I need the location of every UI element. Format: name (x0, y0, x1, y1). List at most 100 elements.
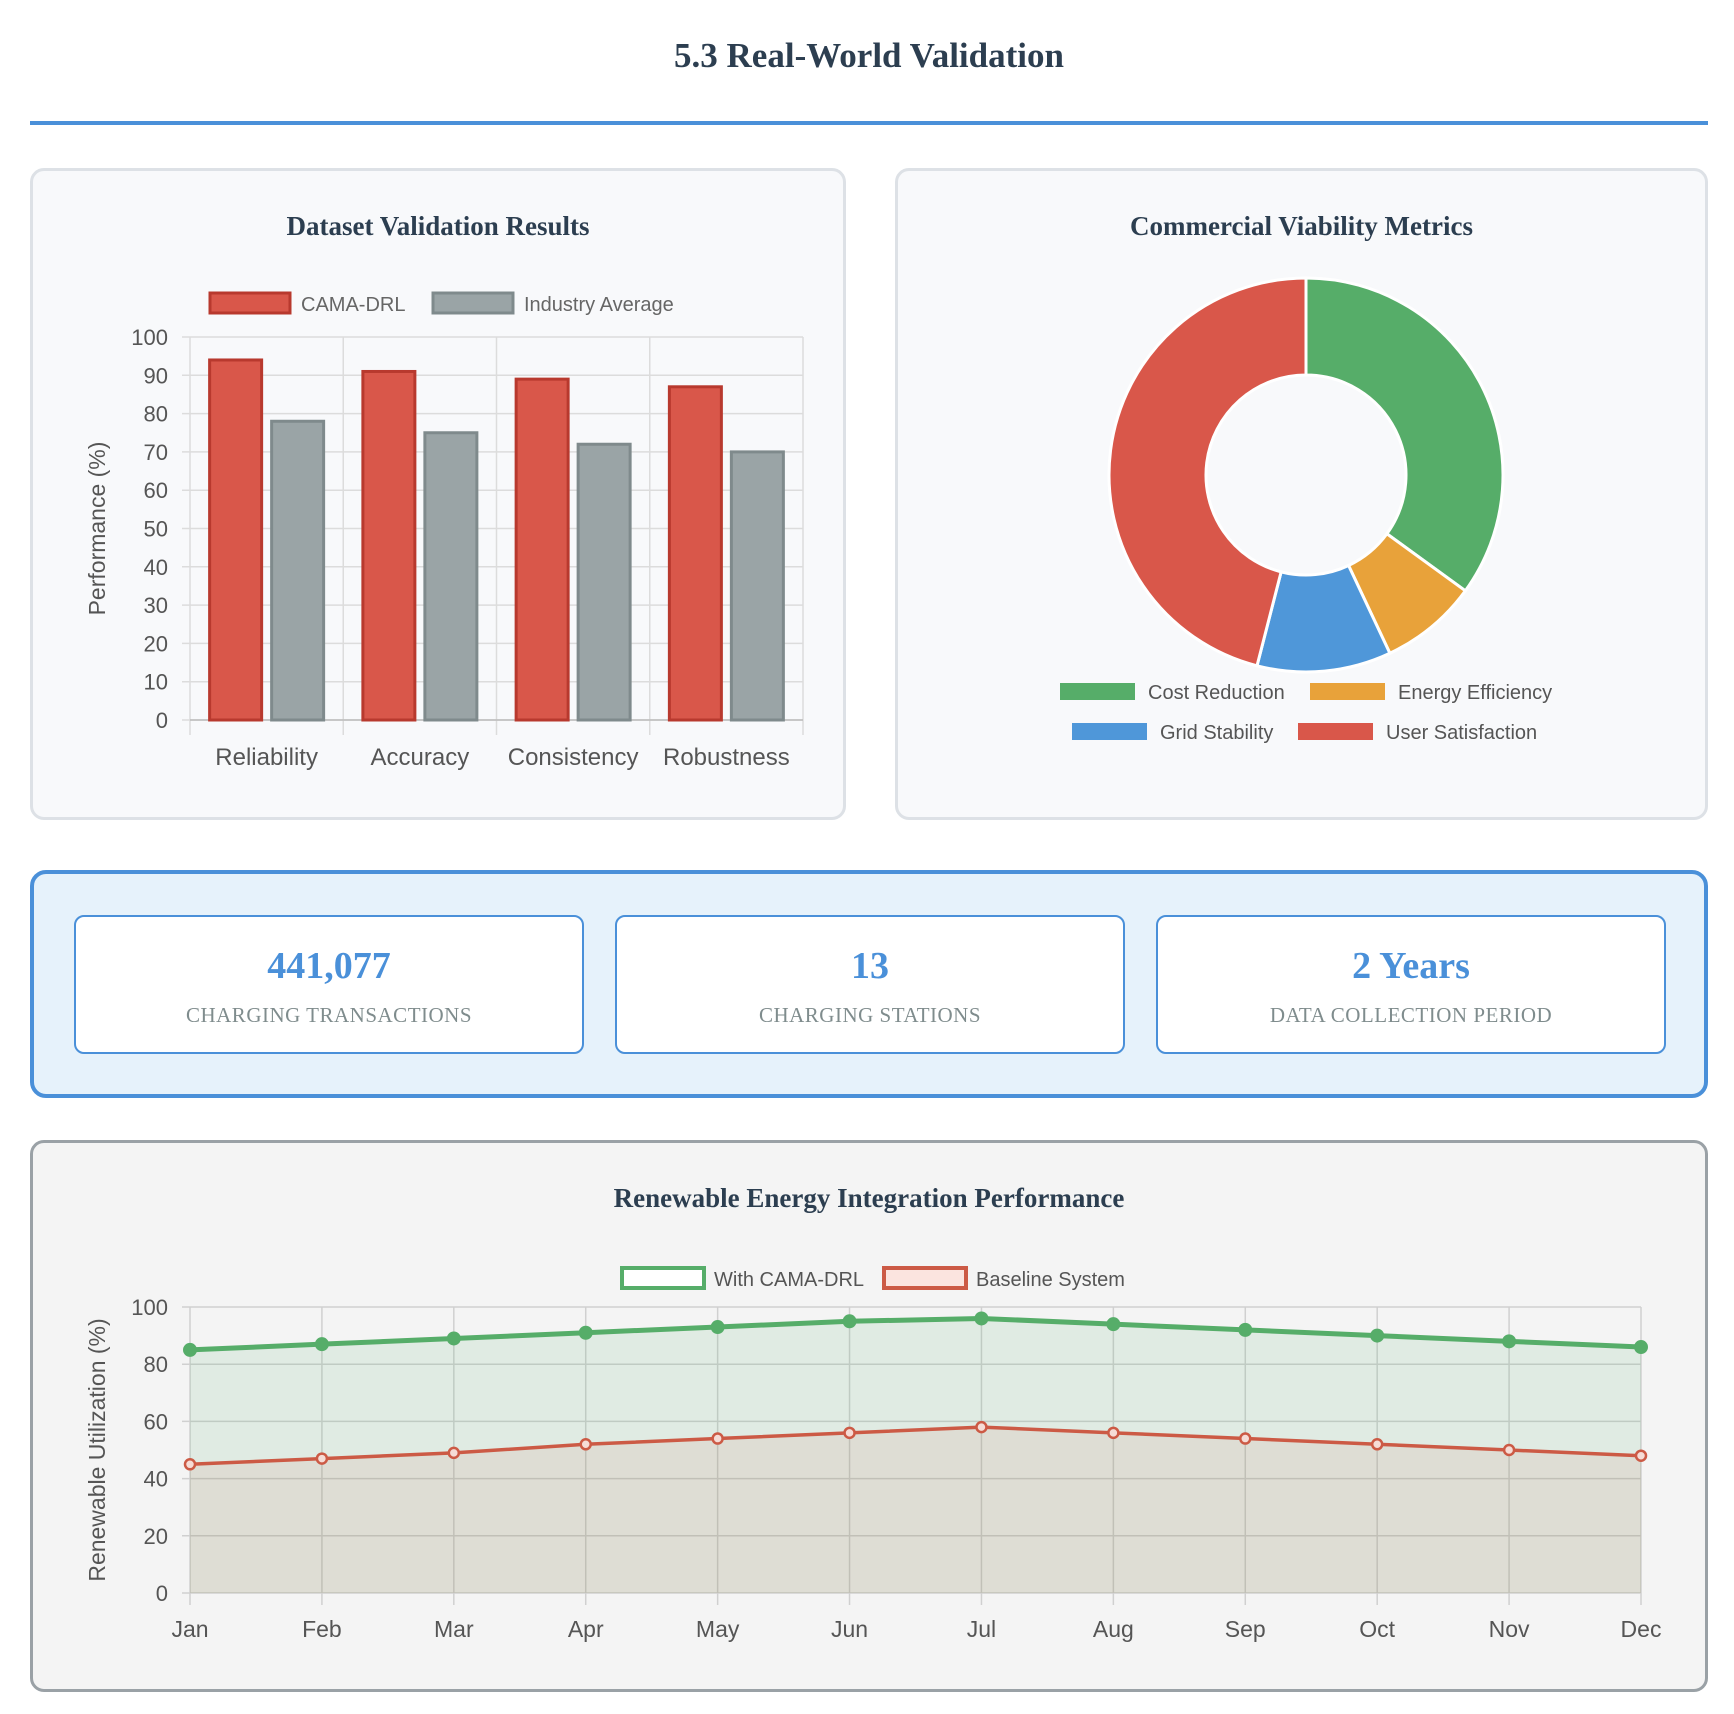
line-x-tick-label: Dec (1621, 1616, 1662, 1642)
donut-chart-title: Commercial Viability Metrics (1130, 211, 1473, 241)
line-point-cama-drl (842, 1314, 857, 1329)
line-point-baseline (315, 1452, 329, 1465)
line-point-baseline (1107, 1426, 1120, 1440)
bar-y-tick-label: 0 (156, 708, 168, 733)
bar-x-tick-label: Accuracy (371, 744, 470, 771)
bar-legend-swatch-1 (431, 291, 515, 315)
line-point-cama-drl (314, 1337, 329, 1352)
donut-legend-swatch-1 (1310, 683, 1385, 700)
line-area-0 (190, 1318, 1641, 1593)
line-point-cama-drl (1502, 1334, 1517, 1349)
donut-legend-swatch-0 (1060, 683, 1135, 700)
line-point-cama-drl (1238, 1322, 1253, 1337)
stat-value-period: 2 Years (1352, 945, 1470, 987)
line-point-cama-drl (1370, 1328, 1385, 1343)
line-legend-label-1: Baseline System (976, 1269, 1125, 1291)
line-area-1 (190, 1427, 1641, 1593)
line-point-baseline (843, 1426, 856, 1440)
line-y-axis-label: Renewable Utilization (%) (84, 1318, 110, 1581)
bar-y-tick-label: 70 (144, 440, 168, 465)
stat-label-stations: CHARGING STATIONS (758, 1003, 982, 1027)
donut-legend-label-3: User Satisfaction (1386, 722, 1537, 744)
line-point-cama-drl (578, 1325, 593, 1340)
line-point-baseline (1370, 1438, 1384, 1451)
line-point-baseline (183, 1458, 197, 1471)
bar-industry-average (423, 431, 479, 722)
line-point-baseline (1502, 1443, 1516, 1457)
bar-cama-drl (667, 385, 723, 722)
line-point-cama-drl (1634, 1340, 1648, 1355)
donut-legend-label-1: Energy Efficiency (1398, 682, 1552, 704)
line-point-cama-drl (974, 1311, 989, 1326)
donut-legend-label-0: Cost Reduction (1148, 682, 1285, 704)
page-title: 5.3 Real-World Validation (674, 36, 1064, 75)
bar-y-axis-label: Performance (%) (84, 442, 110, 616)
bar-y-tick-label: 20 (144, 631, 168, 656)
line-x-tick-label: Oct (1359, 1616, 1395, 1642)
line-x-tick-label: Feb (302, 1616, 342, 1642)
stat-value-stations: 13 (851, 945, 889, 987)
line-series-baseline (189, 1425, 1642, 1467)
stat-value-transactions: 441,077 (267, 945, 391, 987)
bar-chart: 0 10 20 30 40 50 60 70 80 90 100 Reliability Accurac… (84, 291, 804, 771)
bar-legend-label-0: CAMA-DRL (301, 294, 405, 316)
line-point-cama-drl (183, 1342, 197, 1357)
donut-slice-user-satisfaction (1107, 276, 1308, 668)
bar-industry-average (270, 419, 326, 722)
line-x-tick-label: Nov (1489, 1616, 1530, 1642)
line-point-baseline (579, 1438, 592, 1451)
line-legend-swatch-0 (620, 1266, 706, 1290)
line-y-tick-label: 80 (144, 1352, 168, 1377)
line-chart-title: Renewable Energy Integration Performance (613, 1183, 1125, 1213)
bar-cama-drl (208, 358, 264, 722)
bar-legend-swatch-0 (208, 291, 292, 315)
bar-y-tick-label: 90 (144, 363, 168, 388)
line-y-tick-label: 0 (156, 1581, 168, 1606)
donut-legend-swatch-3 (1298, 723, 1373, 740)
bar-industry-average (729, 450, 785, 722)
bar-x-tick-label: Consistency (508, 744, 639, 771)
donut-legend-swatch-2 (1072, 723, 1147, 740)
line-x-tick-label: May (696, 1616, 740, 1642)
bar-cama-drl (514, 377, 570, 722)
line-x-tick-label: Mar (434, 1616, 474, 1642)
donut-chart-panel: Commercial Viability Metrics Cost Reduct… (895, 168, 1708, 820)
bar-industry-average (576, 442, 632, 722)
bar-y-tick-label: 80 (144, 402, 168, 427)
stat-card-transactions: 441,077 CHARGING TRANSACTIONS (74, 915, 584, 1054)
bar-y-tick-label: 10 (144, 670, 168, 695)
title-divider (30, 121, 1708, 125)
bar-chart-panel: Dataset Validation Results 0 10 20 30 40 50 60… (30, 168, 846, 820)
line-series-cama-drl (189, 1315, 1642, 1353)
line-point-baseline (711, 1432, 724, 1445)
line-legend-swatch-1 (882, 1266, 968, 1290)
donut-chart: Cost Reduction Energy Efficiency Grid Stab… (1060, 276, 1552, 744)
line-point-baseline (975, 1420, 988, 1434)
line-y-tick-label: 40 (144, 1467, 168, 1492)
bar-cama-drl (361, 369, 417, 722)
line-point-cama-drl (710, 1320, 725, 1335)
line-chart-panel: Renewable Energy Integration Performance… (30, 1140, 1708, 1692)
stats-panel: 441,077 CHARGING TRANSACTIONS 13 CHARGIN… (30, 870, 1708, 1098)
line-y-tick-label: 100 (131, 1295, 168, 1320)
line-chart: 0 20 40 60 80 100 Jan Feb Mar Apr May Jun Jul Aug Sep O… (84, 1266, 1662, 1642)
donut-slice-cost-reduction (1304, 276, 1505, 593)
line-x-tick-label: Jun (831, 1616, 868, 1642)
stat-card-period: 2 Years DATA COLLECTION PERIOD (1156, 915, 1666, 1054)
line-y-tick-label: 60 (144, 1409, 168, 1434)
line-point-baseline (447, 1446, 461, 1460)
line-legend-label-0: With CAMA-DRL (714, 1269, 864, 1291)
stat-label-transactions: CHARGING TRANSACTIONS (185, 1003, 473, 1027)
line-point-cama-drl (1106, 1317, 1121, 1332)
line-point-baseline (1634, 1449, 1648, 1462)
line-x-tick-label: Jul (967, 1616, 996, 1642)
donut-legend-label-2: Grid Stability (1160, 722, 1273, 744)
bar-x-tick-label: Robustness (663, 744, 790, 771)
bar-y-tick-label: 30 (144, 593, 168, 618)
line-point-baseline (1239, 1432, 1252, 1445)
line-x-tick-label: Jan (171, 1616, 208, 1642)
bar-y-tick-label: 60 (144, 478, 168, 503)
line-y-tick-label: 20 (144, 1524, 168, 1549)
bar-chart-title: Dataset Validation Results (286, 211, 590, 241)
bar-y-tick-label: 50 (144, 517, 168, 542)
